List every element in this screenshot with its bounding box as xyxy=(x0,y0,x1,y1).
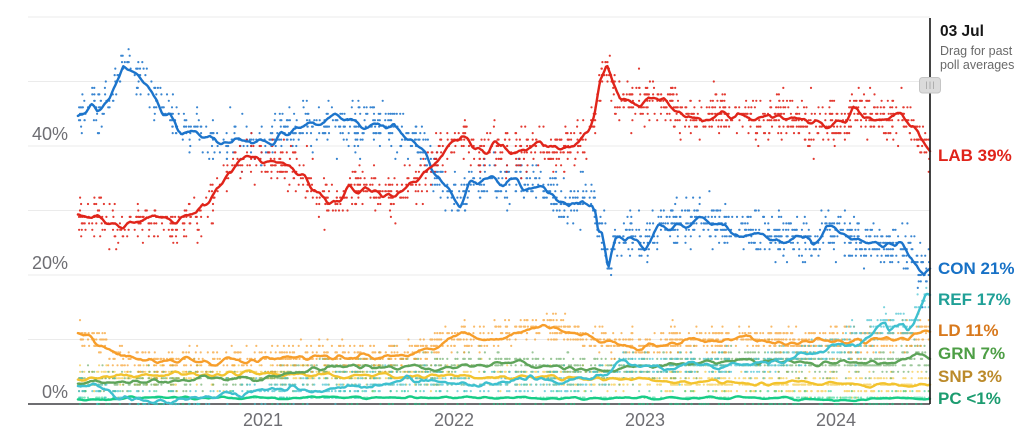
svg-text:CON 21%: CON 21% xyxy=(938,259,1015,278)
svg-text:poll averages: poll averages xyxy=(940,58,1014,72)
svg-text:2021: 2021 xyxy=(243,410,283,430)
svg-text:REF 17%: REF 17% xyxy=(938,290,1011,309)
svg-text:2022: 2022 xyxy=(434,410,474,430)
svg-text:LD 11%: LD 11% xyxy=(938,321,998,340)
svg-text:2023: 2023 xyxy=(625,410,665,430)
svg-text:PC <1%: PC <1% xyxy=(938,389,1001,408)
svg-text:Drag for past: Drag for past xyxy=(940,44,1013,58)
svg-text:40%: 40% xyxy=(32,124,68,144)
svg-text:20%: 20% xyxy=(32,253,68,273)
svg-text:2024: 2024 xyxy=(816,410,856,430)
svg-text:LAB 39%: LAB 39% xyxy=(938,146,1012,165)
svg-text:0%: 0% xyxy=(42,382,68,402)
svg-text:03 Jul: 03 Jul xyxy=(940,23,984,40)
svg-text:GRN 7%: GRN 7% xyxy=(938,344,1005,363)
svg-text:SNP 3%: SNP 3% xyxy=(938,367,1002,386)
